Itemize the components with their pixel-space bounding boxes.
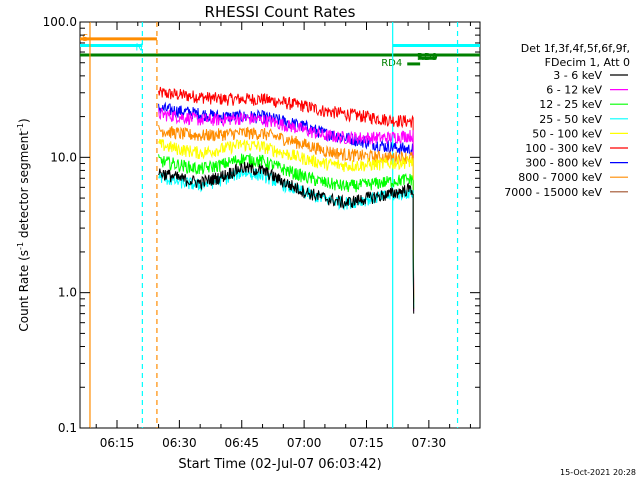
flag-label-rd9: RD9 [417, 52, 438, 63]
x-tick-label-1: 06:30 [162, 436, 197, 450]
flag-label-n: N [135, 43, 142, 54]
y-tick-label-2: 10.0 [50, 150, 77, 164]
y-label-end: ) [17, 118, 31, 123]
y-tick-label-1: 1.0 [58, 286, 77, 300]
series-line-2 [158, 153, 415, 309]
chart-title: RHESSI Count Rates [205, 3, 356, 21]
x-tick-label-2: 06:45 [224, 436, 259, 450]
y-label-sup2: -1 [16, 123, 25, 131]
timestamp: 15-Oct-2021 20:28 [560, 468, 636, 477]
plot-area: S N RD9 RD4 [79, 21, 481, 429]
x-tick-label-0: 06:15 [100, 436, 135, 450]
y-label-sup1: -1 [16, 242, 25, 250]
y-label-mid: detector segment [17, 131, 31, 242]
legend-header-1: FDecim 1, Att 0 [545, 56, 630, 69]
legend-header-0: Det 1f,3f,4f,5f,6f,9f, [521, 42, 630, 55]
axes: 06:15 06:30 06:45 07:00 07:15 07:30 0.1 1.0 10.0… [43, 15, 480, 450]
y-axis-label: Count Rate (s-1 detector segment-1) [16, 118, 31, 331]
legend-label-7: 800 - 7000 keV [518, 171, 602, 184]
x-tick-label-5: 07:30 [412, 436, 447, 450]
plot-frame [79, 21, 481, 429]
legend-label-0: 3 - 6 keV [553, 69, 602, 82]
legend-label-8: 7000 - 15000 keV [504, 186, 602, 199]
series-line-1 [158, 106, 415, 312]
x-tick-label-3: 07:00 [287, 436, 322, 450]
series-line-5 [158, 86, 415, 303]
legend-label-6: 300 - 800 keV [525, 157, 602, 170]
legend-label-5: 100 - 300 keV [525, 142, 602, 155]
x-tick-label-4: 07:15 [349, 436, 384, 450]
x-axis-label: Start Time (02-Jul-07 06:03:42) [178, 457, 381, 472]
flag-label-s: S [82, 33, 88, 44]
flag-label-rd4: RD4 [381, 58, 402, 69]
series-line-4 [158, 138, 415, 305]
series-line-0 [158, 161, 415, 314]
series-line-7 [158, 124, 415, 299]
y-tick-label-3: 100.0 [43, 15, 77, 29]
y-label-main: Count Rate (s [17, 250, 31, 332]
legend-label-3: 25 - 50 keV [539, 113, 602, 126]
legend-label-2: 12 - 25 keV [539, 98, 602, 111]
legend-label-1: 6 - 12 keV [546, 84, 602, 97]
legend-label-4: 50 - 100 keV [532, 127, 602, 140]
legend: Det 1f,3f,4f,5f,6f,9f,FDecim 1, Att 03 -… [504, 42, 630, 199]
series-line-3 [158, 167, 415, 307]
y-tick-label-0: 0.1 [58, 421, 77, 435]
